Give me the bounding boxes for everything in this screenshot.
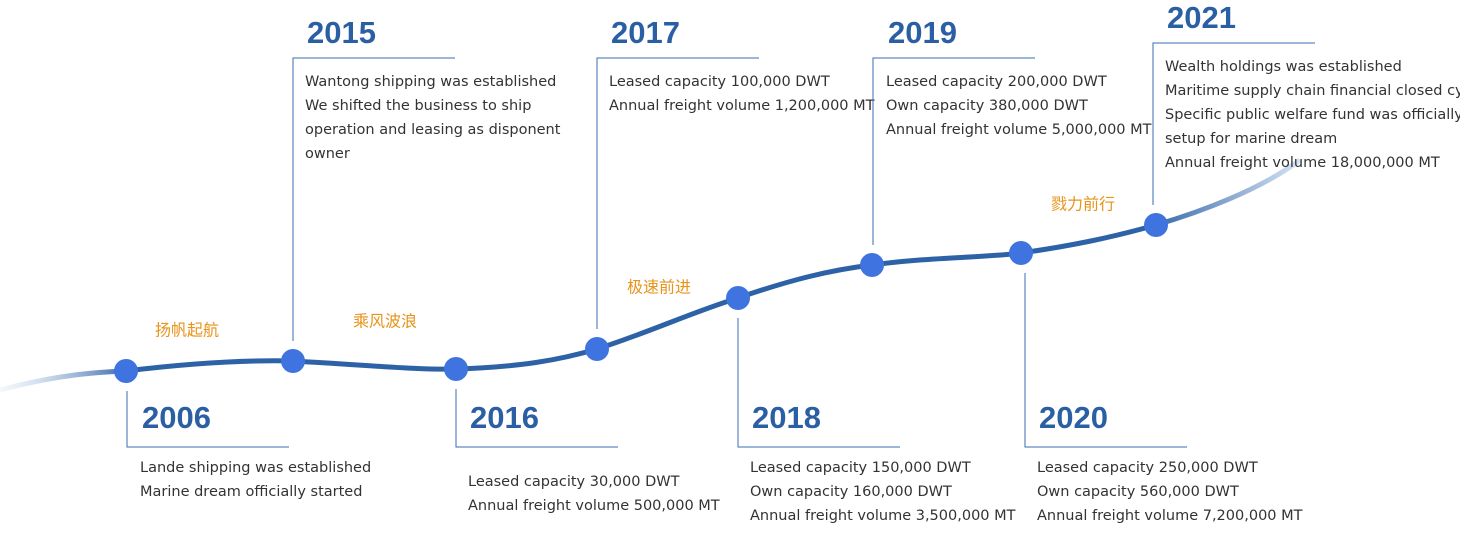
- timeline-curve: [0, 157, 1302, 393]
- milestone-dot: [1009, 241, 1033, 265]
- connector: [292, 57, 455, 341]
- milestone-dot: [444, 357, 468, 381]
- milestone-dot: [114, 359, 138, 383]
- description-line: Leased capacity 150,000 DWT: [750, 460, 971, 476]
- description-line: operation and leasing as disponent: [305, 122, 561, 138]
- description-line: Annual freight volume 18,000,000 MT: [1165, 155, 1440, 171]
- description-line: Annual freight volume 5,000,000 MT: [886, 122, 1152, 138]
- description-line: Wantong shipping was established: [305, 74, 556, 90]
- description-line: Own capacity 160,000 DWT: [750, 484, 952, 500]
- description-line: Annual freight volume 3,500,000 MT: [750, 508, 1016, 524]
- description-line: Maritime supply chain financial closed c…: [1165, 83, 1460, 99]
- milestone-dot: [281, 349, 305, 373]
- connector: [455, 389, 618, 448]
- description-line: Leased capacity 200,000 DWT: [886, 74, 1107, 90]
- description-line: Leased capacity 30,000 DWT: [468, 474, 680, 490]
- year: 2018: [752, 400, 821, 435]
- connector: [737, 318, 900, 448]
- connector: [872, 57, 1035, 245]
- year: 2006: [142, 400, 211, 435]
- phase-label: 戮力前行: [1051, 195, 1115, 214]
- description-line: Annual freight volume 1,200,000 MT: [609, 98, 875, 114]
- phase-label: 极速前进: [627, 278, 691, 297]
- description-line: Wealth holdings was established: [1165, 59, 1402, 75]
- description-line: We shifted the business to ship: [305, 98, 531, 114]
- milestone-dot: [1144, 213, 1168, 237]
- milestone-dot: [860, 253, 884, 277]
- connector: [1152, 42, 1315, 205]
- year: 2015: [307, 15, 376, 50]
- description-line: Marine dream officially started: [140, 484, 362, 500]
- description-line: Specific public welfare fund was officia…: [1165, 107, 1460, 123]
- year: 2019: [888, 15, 957, 50]
- description-line: Annual freight volume 500,000 MT: [468, 498, 720, 514]
- phase-label: 乘风波浪: [353, 312, 417, 331]
- year: 2020: [1039, 400, 1108, 435]
- year: 2021: [1167, 0, 1236, 35]
- description-line: Leased capacity 250,000 DWT: [1037, 460, 1258, 476]
- description-line: Own capacity 560,000 DWT: [1037, 484, 1239, 500]
- milestone-dot: [726, 286, 750, 310]
- milestone-dot: [585, 337, 609, 361]
- connector: [126, 391, 289, 448]
- phase-label: 扬帆起航: [155, 321, 219, 340]
- description-line: Leased capacity 100,000 DWT: [609, 74, 830, 90]
- description-line: setup for marine dream: [1165, 131, 1337, 147]
- description-line: Lande shipping was established: [140, 460, 371, 476]
- connector: [596, 57, 759, 329]
- description-line: owner: [305, 146, 350, 162]
- year: 2016: [470, 400, 539, 435]
- description-line: Own capacity 380,000 DWT: [886, 98, 1088, 114]
- connector: [1024, 273, 1187, 448]
- description-line: Annual freight volume 7,200,000 MT: [1037, 508, 1303, 524]
- year: 2017: [611, 15, 680, 50]
